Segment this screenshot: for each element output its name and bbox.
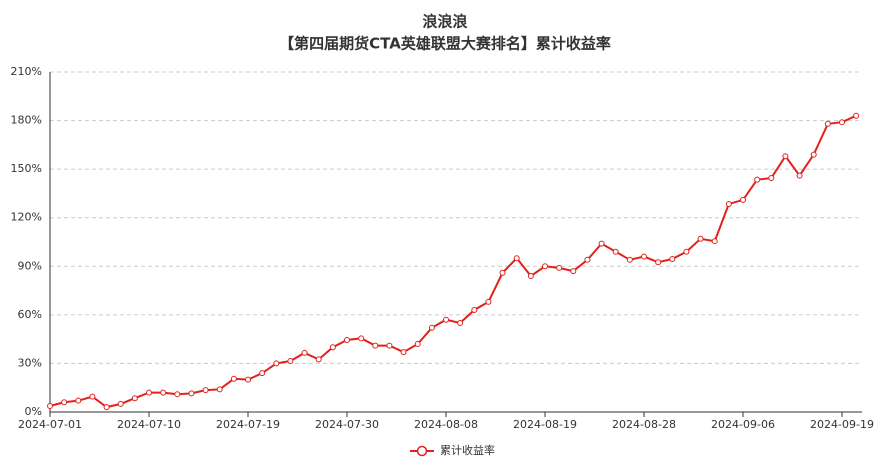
data-point	[301, 349, 308, 356]
data-point	[556, 264, 563, 271]
data-point	[457, 319, 464, 326]
y-tick-label: 60%	[18, 308, 42, 321]
series-line	[49, 114, 857, 409]
data-point	[513, 255, 520, 262]
data-point	[542, 263, 548, 270]
x-tick-label: 2024-07-01	[18, 418, 82, 431]
data-point	[174, 391, 181, 398]
data-point	[428, 324, 435, 331]
data-point	[329, 344, 336, 351]
data-point	[740, 196, 746, 203]
data-point	[386, 342, 393, 349]
data-point	[839, 119, 845, 126]
data-point	[400, 349, 407, 356]
x-tick-label: 2024-08-08	[414, 418, 478, 431]
data-point	[443, 316, 449, 323]
data-point	[626, 256, 633, 263]
chart-subtitle: 【第四届期货CTA英雄联盟大赛排名】累计收益率	[279, 35, 611, 53]
x-tick-label: 2024-09-06	[711, 418, 775, 431]
data-point	[315, 356, 322, 363]
data-point	[75, 397, 82, 404]
data-point	[810, 151, 817, 158]
data-point	[103, 404, 110, 411]
data-point	[853, 112, 860, 119]
data-point	[358, 335, 365, 342]
x-tick-label: 2024-07-30	[315, 418, 379, 431]
data-point	[485, 298, 492, 305]
data-point	[146, 389, 152, 396]
data-point	[372, 342, 379, 349]
data-point	[725, 200, 732, 207]
legend-marker	[416, 445, 428, 457]
data-point	[230, 375, 237, 382]
data-point	[711, 238, 718, 245]
data-point	[641, 253, 647, 260]
data-point	[471, 307, 478, 313]
y-tick-label: 0%	[25, 405, 42, 418]
data-point	[655, 259, 662, 266]
data-point	[47, 403, 53, 410]
y-tick-label: 30%	[18, 356, 42, 369]
y-tick-label: 90%	[18, 259, 42, 272]
data-point	[160, 389, 167, 396]
data-point	[188, 390, 195, 397]
data-point	[612, 248, 619, 255]
data-point	[216, 386, 223, 393]
data-point	[683, 248, 690, 255]
x-tick-label: 2024-08-28	[612, 418, 676, 431]
data-point	[598, 240, 605, 247]
data-point	[117, 400, 124, 407]
data-point	[796, 172, 803, 179]
data-point	[669, 256, 676, 262]
x-tick-label: 2024-07-19	[216, 418, 280, 431]
data-point	[768, 175, 775, 182]
y-tick-label: 150%	[11, 162, 42, 175]
legend-label: 累计收益率	[440, 443, 495, 457]
data-point	[61, 399, 68, 406]
chart-title: 浪浪浪	[422, 13, 467, 31]
data-point	[202, 387, 209, 394]
y-tick-label: 180%	[11, 114, 42, 127]
data-point	[527, 273, 534, 279]
data-point	[245, 376, 251, 383]
data-point	[414, 341, 421, 347]
y-tick-label: 120%	[11, 211, 42, 224]
data-point	[259, 370, 266, 377]
data-point	[131, 395, 138, 402]
data-point	[89, 393, 96, 400]
data-point	[344, 336, 350, 343]
data-point	[499, 269, 506, 276]
data-point	[273, 360, 280, 367]
data-point	[754, 176, 761, 183]
data-point	[570, 268, 577, 275]
data-point	[824, 120, 831, 127]
data-point	[697, 235, 704, 242]
x-tick-label: 2024-07-10	[117, 418, 181, 431]
data-point	[782, 153, 789, 160]
data-point	[287, 358, 294, 364]
y-tick-label: 210%	[11, 65, 42, 78]
data-point	[584, 256, 591, 263]
x-tick-label: 2024-09-19	[810, 418, 874, 431]
x-tick-label: 2024-08-19	[513, 418, 577, 431]
